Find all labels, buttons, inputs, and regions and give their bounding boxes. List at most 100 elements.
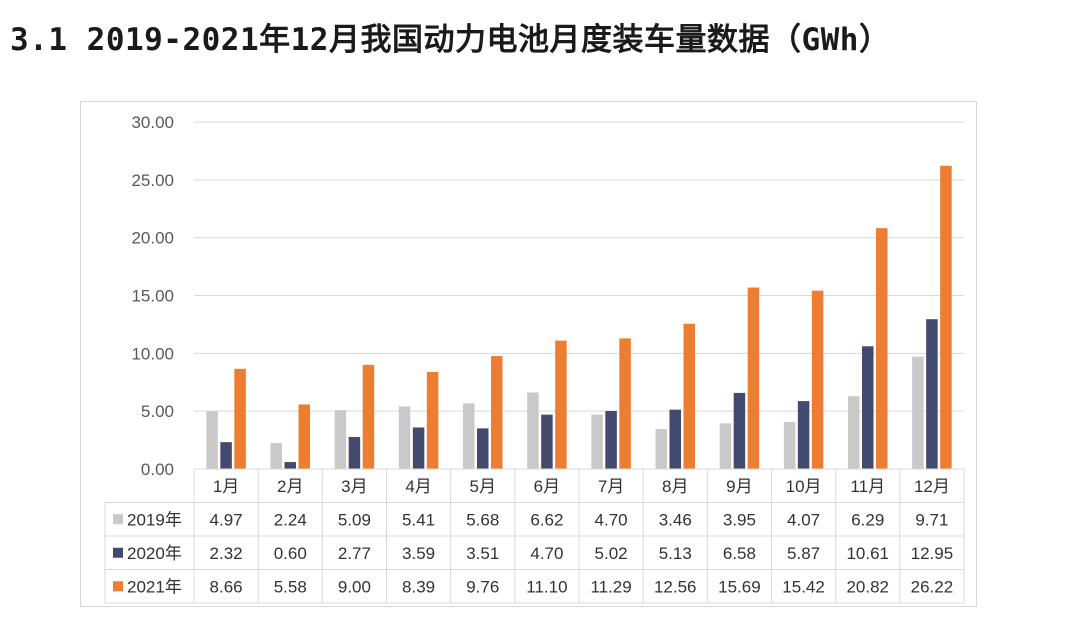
data-table-value: 15.42 <box>782 577 825 596</box>
data-table-value: 3.46 <box>659 510 692 529</box>
bar <box>619 338 631 469</box>
x-category-label: 12月 <box>914 477 950 496</box>
x-category-label: 4月 <box>405 477 431 496</box>
data-table-value: 9.00 <box>338 577 371 596</box>
data-table-value: 5.13 <box>659 544 692 563</box>
bar <box>491 356 503 469</box>
legend-label: 2019年 <box>127 510 182 529</box>
bar <box>669 409 681 469</box>
bar <box>362 364 375 469</box>
data-table-value: 5.41 <box>402 510 435 529</box>
bar <box>527 392 539 469</box>
data-table-value: 6.29 <box>851 510 884 529</box>
x-category-label: 6月 <box>534 477 560 496</box>
data-table-value: 6.62 <box>530 510 563 529</box>
data-table-value: 26.22 <box>911 577 954 596</box>
y-tick-label: 25.00 <box>131 171 174 190</box>
data-table-value: 5.02 <box>595 544 628 563</box>
x-category-label: 8月 <box>662 477 688 496</box>
x-category-label: 2月 <box>277 477 303 496</box>
data-table-value: 4.70 <box>595 510 628 529</box>
data-table-value: 3.59 <box>402 544 435 563</box>
bar <box>747 287 760 469</box>
bar <box>334 410 347 469</box>
legend-swatch <box>113 514 123 525</box>
data-table-value: 4.70 <box>530 544 563 563</box>
data-table-value: 0.60 <box>274 544 307 563</box>
bar <box>719 423 732 469</box>
x-category-label: 7月 <box>598 477 624 496</box>
data-table-value: 4.97 <box>210 510 243 529</box>
data-table-value: 9.71 <box>915 510 948 529</box>
legend-label: 2020年 <box>127 544 182 563</box>
y-tick-label: 30.00 <box>131 113 174 132</box>
data-table-value: 12.95 <box>911 544 954 563</box>
data-table-value: 5.68 <box>466 510 499 529</box>
chart-frame: 0.00 5.00 10.00 15.00 20.00 25.00 30.00 1月 2月 3月 4… <box>80 101 977 607</box>
y-tick-label: 20.00 <box>131 229 174 248</box>
bar-chart: 0.00 5.00 10.00 15.00 20.00 25.00 30.00 1月 2月 3月 4… <box>104 113 965 604</box>
bar <box>348 436 361 469</box>
data-table-value: 11.10 <box>526 577 567 596</box>
data-table-value: 2.24 <box>274 510 307 529</box>
data-table-value: 6.58 <box>723 544 756 563</box>
bar <box>234 368 246 469</box>
data-table-value: 5.09 <box>338 510 371 529</box>
bar <box>797 401 810 469</box>
bar <box>463 403 475 469</box>
legend-swatch <box>113 581 123 592</box>
data-table-value: 15.69 <box>718 577 761 596</box>
data-table-value: 9.76 <box>466 577 499 596</box>
x-category-label: 9月 <box>726 477 752 496</box>
bar <box>876 228 888 469</box>
x-category-label: 1月 <box>213 477 239 496</box>
bar <box>398 406 411 469</box>
data-table-value: 2.77 <box>338 544 371 563</box>
data-table-value: 12.56 <box>654 577 697 596</box>
bar <box>541 414 553 469</box>
bar <box>912 356 924 469</box>
bar <box>298 404 310 469</box>
bar <box>783 421 796 469</box>
data-table-value: 5.87 <box>787 544 820 563</box>
data-table-value: 3.51 <box>466 544 499 563</box>
legend-swatch <box>113 547 123 558</box>
bar <box>940 165 952 470</box>
data-table-value: 2.32 <box>210 544 243 563</box>
data-table-value: 11.29 <box>590 577 631 596</box>
x-category-label: 11月 <box>850 477 885 496</box>
bar <box>862 346 874 469</box>
bar <box>426 371 439 469</box>
y-tick-label: 0.00 <box>141 460 174 479</box>
x-category-label: 3月 <box>341 477 367 496</box>
data-table-value: 3.95 <box>723 510 756 529</box>
data-table-value: 20.82 <box>846 577 889 596</box>
bar <box>848 396 860 469</box>
y-tick-label: 10.00 <box>131 344 174 363</box>
data-table-value: 4.07 <box>787 510 820 529</box>
bar <box>284 462 296 469</box>
bar <box>555 340 567 469</box>
data-table-value: 10.61 <box>846 544 889 563</box>
y-tick-label: 5.00 <box>141 402 174 421</box>
bar <box>926 319 938 469</box>
y-tick-label: 15.00 <box>131 287 174 306</box>
data-table-value: 8.66 <box>210 577 243 596</box>
legend-label: 2021年 <box>127 577 182 596</box>
x-category-label: 10月 <box>786 477 822 496</box>
bar <box>206 411 218 469</box>
bar <box>591 414 603 469</box>
bar <box>220 442 232 469</box>
x-category-label: 5月 <box>470 477 496 496</box>
data-table-value: 5.58 <box>274 577 307 596</box>
bar <box>412 427 425 469</box>
bar <box>655 428 667 469</box>
bar <box>811 290 824 469</box>
page-title: 3.1 2019-2021年12月我国动力电池月度装车量数据（GWh） <box>10 22 891 58</box>
bar <box>477 428 489 469</box>
bar <box>733 392 746 469</box>
bar <box>605 410 617 469</box>
bar <box>270 443 282 469</box>
bar <box>683 323 695 469</box>
data-table-value: 8.39 <box>402 577 435 596</box>
